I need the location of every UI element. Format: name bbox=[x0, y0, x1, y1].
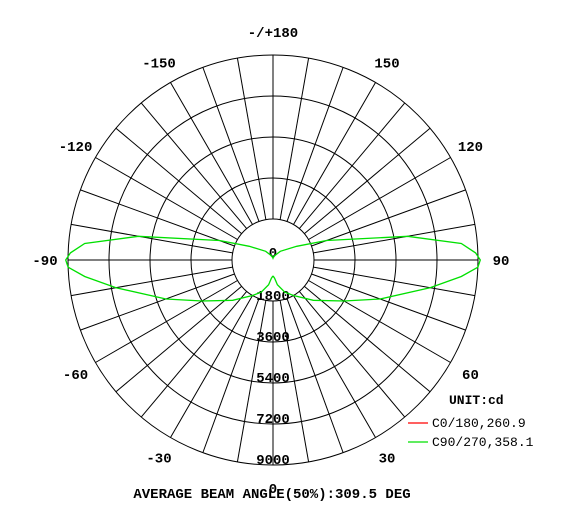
radial-tick-label: 0 bbox=[269, 246, 277, 262]
angle-tick-label: 30 bbox=[379, 451, 396, 467]
grid-spoke bbox=[202, 298, 260, 453]
grid-spoke bbox=[80, 189, 235, 247]
grid-spoke bbox=[115, 127, 242, 235]
grid-spoke bbox=[80, 273, 235, 331]
grid-spoke bbox=[115, 285, 242, 393]
grid-spoke bbox=[279, 300, 310, 462]
angle-tick-label: 60 bbox=[462, 368, 479, 384]
grid-spoke bbox=[304, 127, 431, 235]
grid-spoke bbox=[95, 280, 238, 363]
series-curve bbox=[64, 235, 482, 302]
unit-label: UNIT:cd bbox=[449, 393, 504, 408]
grid-spoke bbox=[140, 102, 248, 229]
radial-tick-label: 9000 bbox=[256, 453, 290, 469]
angle-tick-label: -150 bbox=[142, 57, 176, 73]
grid-spoke bbox=[71, 223, 233, 254]
legend-label-c0: C0/180,260.9 bbox=[432, 416, 526, 431]
angle-tick-label: -30 bbox=[146, 451, 171, 467]
grid-spoke bbox=[286, 67, 344, 222]
grid-spoke bbox=[170, 82, 253, 225]
grid-spoke bbox=[308, 157, 451, 240]
radial-tick-label: 1800 bbox=[256, 289, 290, 305]
angle-tick-label: 0 bbox=[269, 482, 277, 498]
angle-tick-label: -/+180 bbox=[248, 26, 298, 42]
grid-spoke bbox=[293, 295, 376, 438]
grid-spoke bbox=[298, 291, 406, 418]
grid-spoke bbox=[202, 67, 260, 222]
grid-spoke bbox=[304, 285, 431, 393]
grid-spoke bbox=[286, 298, 344, 453]
angle-tick-label: -60 bbox=[63, 368, 88, 384]
grid-spoke bbox=[170, 295, 253, 438]
grid-spoke bbox=[311, 273, 466, 331]
angle-tick-labels: -/+180 150 -150 120 -120 90 -90 60 -60 30 -30 0 bbox=[32, 26, 509, 498]
grid-spoke bbox=[279, 58, 310, 220]
grid-spoke bbox=[311, 189, 466, 247]
radial-tick-label: 5400 bbox=[256, 371, 290, 387]
grid-spoke bbox=[95, 157, 238, 240]
grid-spoke bbox=[293, 82, 376, 225]
angle-tick-label: -90 bbox=[32, 254, 57, 270]
grid-spoke bbox=[308, 280, 451, 363]
grid-spoke bbox=[236, 300, 267, 462]
radial-tick-label: 7200 bbox=[256, 412, 290, 428]
radial-tick-label: 3600 bbox=[256, 330, 290, 346]
angle-tick-label: 90 bbox=[493, 254, 510, 270]
grid-spoke bbox=[313, 223, 475, 254]
legend-label-c90: C90/270,358.1 bbox=[432, 435, 534, 450]
grid-spoke bbox=[298, 102, 406, 229]
angle-tick-label: 120 bbox=[458, 140, 483, 156]
radial-tick-labels: 0 1800 3600 5400 7200 9000 bbox=[256, 246, 290, 469]
angle-tick-label: -120 bbox=[59, 140, 93, 156]
polar-grid bbox=[67, 54, 479, 466]
angle-tick-label: 150 bbox=[374, 57, 399, 73]
grid-spoke bbox=[71, 266, 233, 297]
beam-angle-footer: AVERAGE BEAM ANGLE(50%):309.5 DEG bbox=[133, 487, 410, 503]
series-curves bbox=[64, 235, 482, 302]
grid-spoke bbox=[140, 291, 248, 418]
legend: UNIT:cd C0/180,260.9 C90/270,358.1 bbox=[408, 393, 534, 450]
grid-spoke bbox=[236, 58, 267, 220]
grid-spoke bbox=[313, 266, 475, 297]
